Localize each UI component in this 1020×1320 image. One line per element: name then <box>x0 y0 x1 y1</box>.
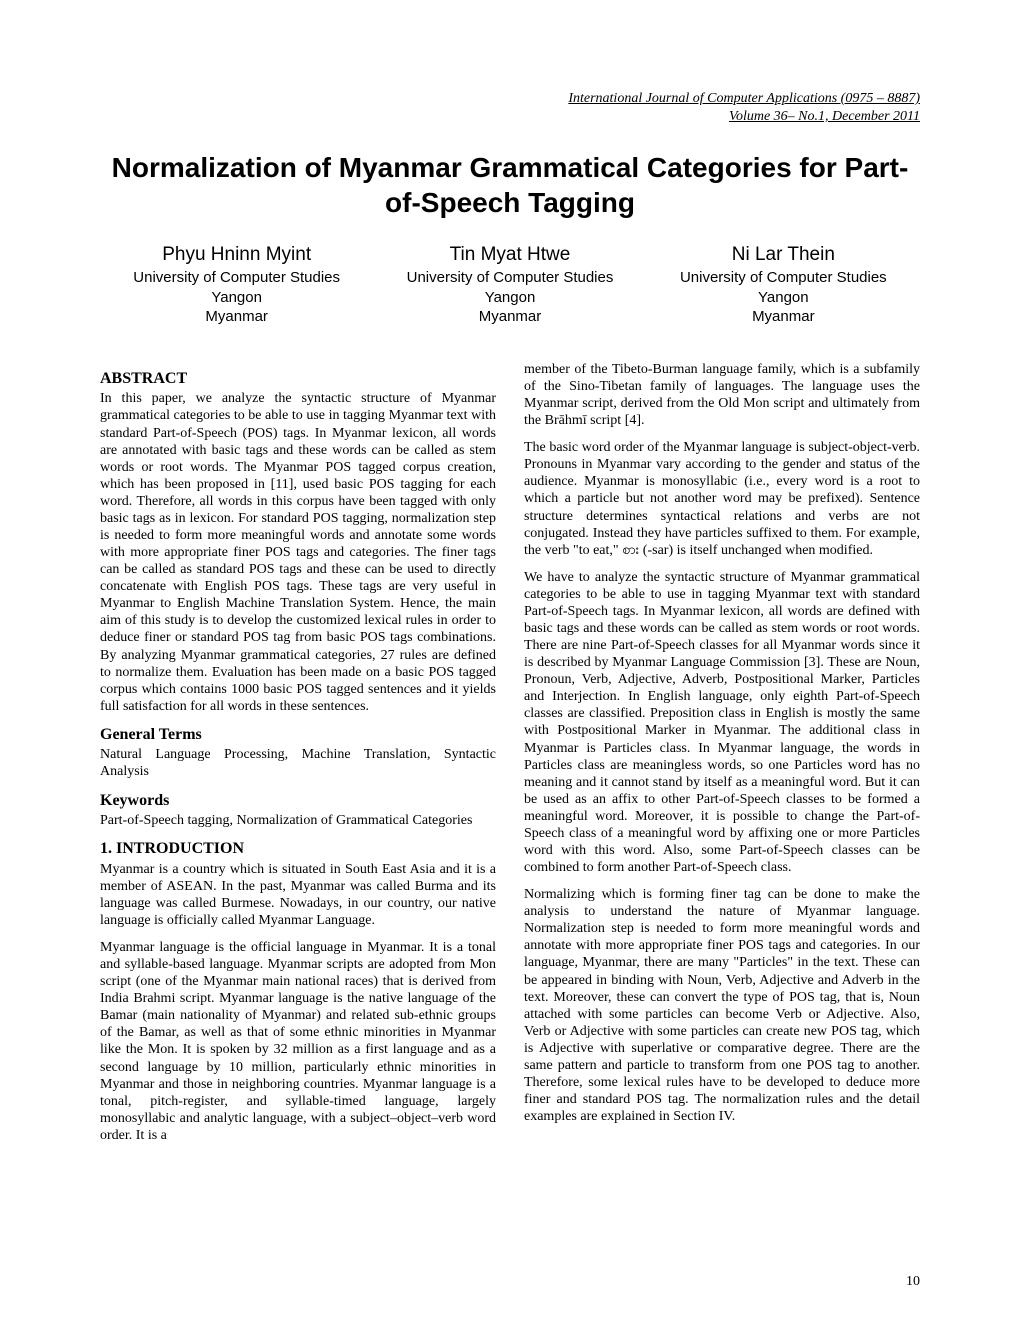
authors-row: Phyu Hninn Myint University of Computer … <box>100 244 920 327</box>
page-number: 10 <box>906 1274 920 1290</box>
right-p2: The basic word order of the Myanmar lang… <box>524 439 920 559</box>
right-p1: member of the Tibeto-Burman language fam… <box>524 361 920 429</box>
journal-header: International Journal of Computer Applic… <box>100 90 920 126</box>
author-name: Tin Myat Htwe <box>373 244 646 266</box>
general-terms-heading: General Terms <box>100 725 496 745</box>
right-p4: Normalizing which is forming finer tag c… <box>524 886 920 1125</box>
keywords-heading: Keywords <box>100 791 496 811</box>
author-affil: University of Computer Studies <box>647 268 920 288</box>
intro-p2: Myanmar language is the official languag… <box>100 939 496 1144</box>
abstract-heading: ABSTRACT <box>100 369 496 389</box>
left-column: ABSTRACT In this paper, we analyze the s… <box>100 361 496 1154</box>
right-column: member of the Tibeto-Burman language fam… <box>524 361 920 1154</box>
journal-name: International Journal of Computer Applic… <box>100 90 920 108</box>
author-affil: Yangon <box>373 288 646 308</box>
paper-title: Normalization of Myanmar Grammatical Cat… <box>100 150 920 220</box>
author-name: Phyu Hninn Myint <box>100 244 373 266</box>
keywords-text: Part-of-Speech tagging, Normalization of… <box>100 812 496 829</box>
author-2: Tin Myat Htwe University of Computer Stu… <box>373 244 646 327</box>
intro-p1: Myanmar is a country which is situated i… <box>100 861 496 929</box>
author-1: Phyu Hninn Myint University of Computer … <box>100 244 373 327</box>
author-affil: University of Computer Studies <box>373 268 646 288</box>
journal-volume: Volume 36– No.1, December 2011 <box>100 108 920 126</box>
body-columns: ABSTRACT In this paper, we analyze the s… <box>100 361 920 1154</box>
introduction-heading: 1. INTRODUCTION <box>100 839 496 859</box>
author-affil: Myanmar <box>100 307 373 327</box>
author-affil: Myanmar <box>647 307 920 327</box>
general-terms-text: Natural Language Processing, Machine Tra… <box>100 746 496 780</box>
right-p3: We have to analyze the syntactic structu… <box>524 569 920 876</box>
author-3: Ni Lar Thein University of Computer Stud… <box>647 244 920 327</box>
author-affil: Myanmar <box>373 307 646 327</box>
author-affil: Yangon <box>100 288 373 308</box>
author-name: Ni Lar Thein <box>647 244 920 266</box>
abstract-text: In this paper, we analyze the syntactic … <box>100 390 496 714</box>
author-affil: Yangon <box>647 288 920 308</box>
author-affil: University of Computer Studies <box>100 268 373 288</box>
